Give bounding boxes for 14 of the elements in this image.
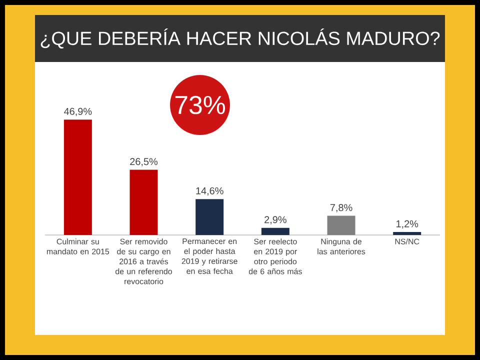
bar <box>196 199 224 235</box>
data-label: 2,9% <box>264 216 286 224</box>
data-label: 26,5% <box>130 158 158 166</box>
data-label: 14,6% <box>196 187 224 196</box>
data-label: 1,2% <box>396 220 418 229</box>
bar <box>261 228 290 235</box>
chart-title: ¿QUE DEBERÍA HACER NICOLÁS MADURO? <box>40 28 440 48</box>
data-label: 7,8% <box>330 204 352 212</box>
bar <box>393 232 422 235</box>
bar <box>130 170 158 235</box>
bar <box>64 120 92 235</box>
bar <box>327 216 356 235</box>
data-label: 46,9% <box>64 108 92 116</box>
text: 73% <box>175 96 225 114</box>
